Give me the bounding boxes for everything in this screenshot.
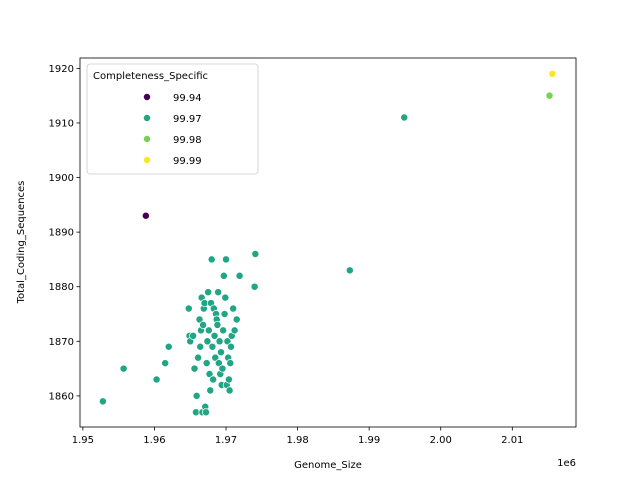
y-tick-label: 1900 <box>49 173 74 184</box>
data-point <box>226 359 235 368</box>
data-point <box>202 359 211 368</box>
data-point <box>164 342 173 351</box>
x-tick-label: 1.97 <box>215 435 237 446</box>
data-point <box>204 326 213 335</box>
legend-marker <box>143 135 151 143</box>
data-point <box>235 271 244 280</box>
data-point <box>119 364 128 373</box>
legend: Completeness_Specific 99.9499.9799.9899.… <box>86 63 259 175</box>
legend-marker <box>143 114 151 122</box>
data-point <box>98 397 107 406</box>
legend-title: Completeness_Specific <box>93 71 208 82</box>
data-point <box>219 271 228 280</box>
data-point <box>209 375 218 384</box>
data-point <box>141 211 150 220</box>
data-point <box>184 304 193 313</box>
y-tick-label: 1880 <box>49 282 74 293</box>
data-point <box>251 250 260 258</box>
data-point <box>218 364 227 373</box>
data-point <box>220 310 229 318</box>
data-point <box>221 293 230 302</box>
data-point <box>545 91 554 100</box>
data-point <box>205 370 214 379</box>
legend-entry-label: 99.99 <box>173 156 202 167</box>
y-tick-label: 1910 <box>49 118 74 129</box>
y-tick-label: 1860 <box>49 391 74 402</box>
x-axis-offset-label: 1e6 <box>557 458 576 469</box>
data-point <box>206 386 215 395</box>
data-point <box>345 266 354 275</box>
data-point <box>208 342 217 351</box>
y-tick-label: 1920 <box>49 64 74 75</box>
data-point <box>400 113 409 122</box>
data-point <box>215 337 224 346</box>
data-point <box>192 391 201 400</box>
x-tick-label: 2.00 <box>430 435 452 446</box>
x-tick-label: 1.96 <box>143 435 165 446</box>
data-point <box>224 375 233 384</box>
y-tick-label: 1870 <box>49 337 74 348</box>
x-tick-label: 1.98 <box>286 435 308 446</box>
data-point <box>199 320 208 329</box>
data-point <box>213 320 222 329</box>
data-point <box>214 288 223 297</box>
data-point <box>232 315 241 324</box>
x-tick-label: 1.99 <box>358 435 380 446</box>
legend-marker <box>143 93 151 101</box>
y-axis: 1860 1870 1880 1890 1900 1910 1920 <box>49 64 80 402</box>
data-point <box>194 353 203 362</box>
data-point <box>250 282 259 291</box>
data-point <box>548 69 557 78</box>
data-point <box>152 375 161 384</box>
x-tick-label: 2.01 <box>501 435 523 446</box>
axes-frame <box>79 57 577 428</box>
data-point <box>202 408 210 417</box>
legend-box <box>86 63 259 175</box>
x-axis-label: Genome_Size <box>294 460 362 471</box>
legend-entry-label: 99.97 <box>173 114 202 125</box>
data-point <box>161 359 170 368</box>
data-point <box>230 326 239 335</box>
data-point <box>196 342 205 351</box>
data-point <box>223 337 232 346</box>
data-point <box>210 331 219 340</box>
data-point <box>203 337 212 346</box>
data-point <box>219 326 228 335</box>
data-point <box>189 331 198 340</box>
legend-entry-label: 99.94 <box>173 93 202 104</box>
data-point <box>211 353 220 362</box>
y-tick-label: 1890 <box>49 228 74 239</box>
legend-marker <box>143 156 151 164</box>
data-point <box>204 288 213 297</box>
data-point <box>229 304 238 313</box>
y-axis-label: Total_Coding_Sequences <box>16 181 27 305</box>
data-point <box>225 386 234 395</box>
data-point <box>217 348 225 357</box>
data-points <box>98 69 557 417</box>
data-point <box>207 255 216 264</box>
data-point <box>214 359 223 368</box>
data-point <box>227 342 235 351</box>
x-tick-label: 1.95 <box>72 435 94 446</box>
data-point <box>190 364 199 373</box>
legend-entry-label: 99.98 <box>173 135 202 146</box>
legend-entries: 99.94 99.97 99.98 99.99 <box>143 93 202 167</box>
data-point <box>222 255 230 264</box>
x-axis: 1.95 1.96 1.97 1.98 1.99 2.00 2.01 <box>72 427 523 446</box>
data-point <box>195 315 204 324</box>
